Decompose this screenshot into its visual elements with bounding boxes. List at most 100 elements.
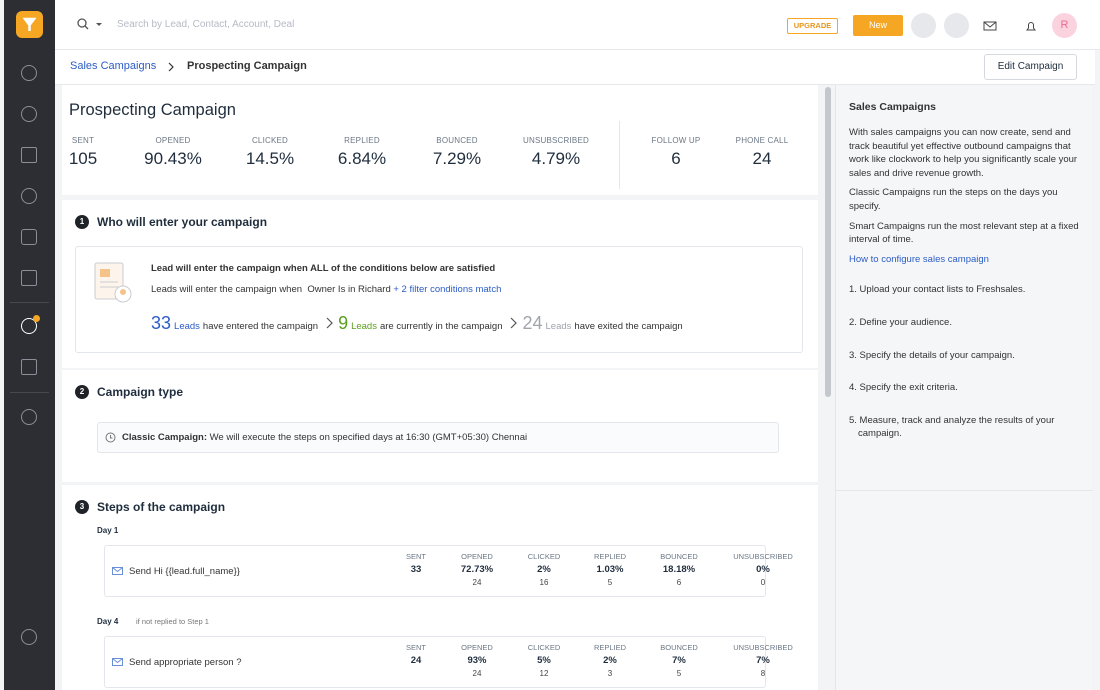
entry-card: 1 Who will enter your campaign Lead will…: [62, 200, 818, 368]
help-paragraph: With sales campaigns you can now create,…: [849, 127, 1078, 179]
search-icon[interactable]: [77, 18, 107, 32]
help-paragraph: Classic Campaigns run the steps on the d…: [849, 187, 1058, 212]
step-stat-label: UNSUBSCRIBED: [733, 643, 793, 652]
step-stat-label: OPENED: [461, 643, 493, 652]
step-stat-count: 6: [676, 578, 682, 587]
help-step: 1. Upload your contact lists to Freshsal…: [849, 284, 1026, 296]
day-note: if not replied to Step 1: [136, 617, 209, 626]
section-number: 3: [75, 500, 89, 514]
step-stat-value: 2%: [603, 655, 617, 666]
stat-label: SENT: [71, 136, 95, 145]
nav-icon[interactable]: [21, 229, 37, 245]
chevron: [168, 62, 174, 72]
step-box: Send appropriate person ? SENT 24 OPENED 93%…: [104, 636, 793, 688]
upgrade-button[interactable]: UPGRADE: [787, 18, 838, 34]
campaign-type-box: Classic Campaign: We will execute the st…: [97, 422, 779, 453]
step-stat-label: CLICKED: [527, 552, 561, 561]
nav-icon[interactable]: [21, 106, 37, 122]
section-number: 2: [75, 385, 89, 399]
stat-value: 6.84%: [337, 149, 387, 168]
step-stat-count: 12: [539, 669, 549, 678]
lead-count: 24: [522, 313, 543, 333]
stat-value: 90.43%: [144, 149, 202, 168]
icon-button[interactable]: [944, 13, 969, 38]
step-stat-count: 5: [607, 578, 613, 587]
step-stat-count: 24: [472, 578, 482, 587]
step-stat-label: REPLIED: [593, 643, 627, 652]
help-body: With sales campaigns you can now create,…: [849, 126, 1081, 460]
logo[interactable]: [16, 11, 43, 38]
stat-label: OPENED: [155, 136, 191, 145]
step-stat-label: SENT: [405, 643, 426, 652]
mail-button[interactable]: [979, 15, 1001, 37]
side-nav: [4, 0, 55, 690]
step-stat-label: REPLIED: [593, 552, 627, 561]
day-label: Day 1: [97, 526, 119, 535]
lead-funnel: 33 Leads have entered the campaign 9 Leads ar…: [151, 313, 687, 335]
activity-value: 24: [752, 149, 772, 168]
chevron: [326, 317, 333, 329]
help-panel: Sales Campaigns With sales campaigns you…: [835, 85, 1093, 690]
breadcrumb-link[interactable]: Sales Campaigns: [70, 60, 157, 72]
nav-icon[interactable]: [21, 359, 37, 375]
step-name: Send appropriate person ?: [129, 657, 242, 668]
step-stat-value: 0%: [756, 564, 770, 575]
lead-count: 9: [338, 313, 349, 333]
nav-icon-active[interactable]: [21, 318, 37, 334]
mail-icon: [112, 567, 123, 575]
nav-icon[interactable]: [21, 409, 37, 425]
nav-icon[interactable]: [21, 147, 37, 163]
day-label: Day 4: [97, 617, 119, 626]
edit-campaign-button[interactable]: Edit Campaign: [984, 54, 1077, 80]
stat-label: UNSUBSCRIBED: [523, 136, 589, 145]
scrollbar-thumb[interactable]: [825, 87, 831, 397]
search-input[interactable]: Search by Lead, Contact, Account, Deal: [117, 19, 295, 30]
summary-card: Prospecting Campaign SENT 105 OPENED 90.43%…: [62, 85, 818, 195]
lead-text: have exited the campaign: [574, 321, 683, 332]
divider: [836, 490, 1093, 491]
condition-text: Leads will enter the campaign when Owner…: [151, 284, 501, 295]
divider: [10, 302, 49, 303]
chevron: [511, 317, 518, 329]
nav-icon[interactable]: [21, 270, 37, 286]
step-stat-label: BOUNCED: [660, 552, 698, 561]
step-stat-value: 18.18%: [662, 564, 696, 575]
breadcrumb-current: Prospecting Campaign: [187, 60, 307, 72]
bell-button[interactable]: [1020, 15, 1042, 37]
condition-link[interactable]: + 2 filter conditions match: [393, 284, 502, 295]
help-paragraph: Smart Campaigns run the most relevant st…: [849, 220, 1079, 246]
nav-icon[interactable]: [21, 188, 37, 204]
step-stat-count: 8: [760, 669, 766, 678]
avatar[interactable]: R: [1052, 13, 1077, 38]
activity-label: FOLLOW UP: [651, 136, 701, 145]
new-button[interactable]: New: [853, 15, 903, 36]
nav-icon[interactable]: [21, 65, 37, 81]
lead-text: have entered the campaign: [202, 321, 319, 332]
help-link[interactable]: How to configure sales campaign: [849, 253, 989, 265]
type-card: 2 Campaign type Classic Campaign: We wil…: [62, 370, 818, 482]
mail-icon: [112, 658, 123, 666]
step-stat-label: SENT: [405, 552, 426, 561]
step-stat-label: OPENED: [461, 552, 493, 561]
clock-icon: [105, 432, 116, 443]
help-title: Sales Campaigns: [849, 101, 936, 113]
step-box: Send Hi {{lead.full_name}} SENT 33 OPENED 72…: [104, 545, 793, 597]
icon-button[interactable]: [911, 13, 936, 38]
step-stat-count: 5: [676, 669, 682, 678]
lead-unit: Leads: [545, 321, 572, 332]
step-stat-count: 24: [472, 669, 482, 678]
activity-value: 6: [671, 149, 681, 168]
step-stat-count: 16: [539, 578, 549, 587]
step-stat-value: 24: [410, 655, 422, 666]
logo-icon: [22, 17, 37, 31]
mail-icon: [983, 21, 997, 31]
step-stat-value: 33: [410, 564, 422, 575]
step-stat-value: 5%: [537, 655, 551, 666]
help-step: 3. Specify the details of your campaign.: [849, 349, 1015, 361]
stat-value: 7.29%: [432, 149, 482, 168]
activity-label: PHONE CALL: [735, 136, 789, 145]
nav-icon[interactable]: [21, 629, 37, 645]
step-stat-count: 0: [760, 578, 766, 587]
bell-icon: [1026, 22, 1036, 31]
